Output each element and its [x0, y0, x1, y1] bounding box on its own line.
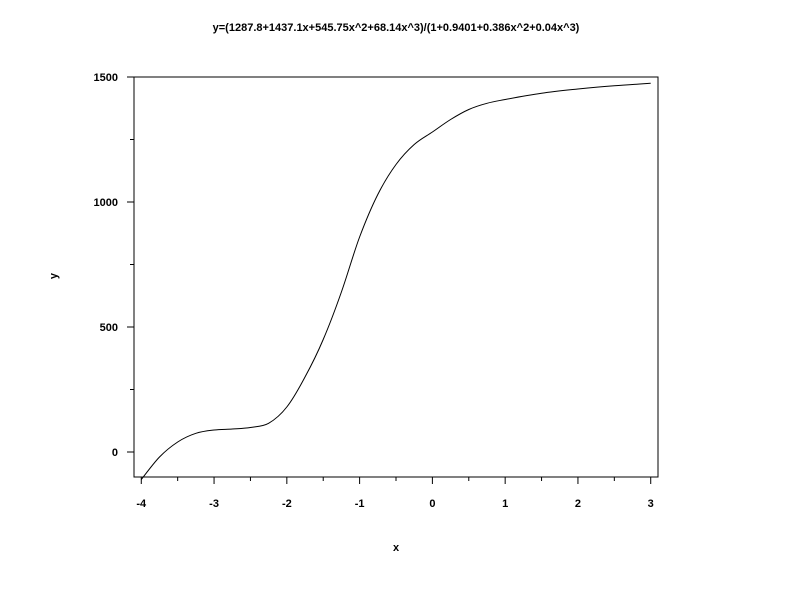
y-tick-label: 0 [112, 447, 118, 459]
x-axis-label: x [392, 542, 400, 554]
chart-title: y=(1287.8+1437.1x+545.75x^2+68.14x^3)/(1… [212, 22, 580, 34]
x-tick-label: 1 [502, 498, 508, 510]
x-tick-label: 3 [648, 498, 654, 510]
x-tick-label: -3 [209, 498, 219, 510]
y-tick-label: 500 [100, 322, 118, 334]
series-line [140, 82, 651, 480]
x-axis-ticks: -4 -3 -2 -1 0 1 2 3 [136, 477, 654, 510]
x-tick-label: -1 [355, 498, 365, 510]
y-tick-label: 1500 [94, 72, 118, 84]
y-axis-ticks: 0 500 1000 1500 [94, 72, 134, 459]
plot-frame [133, 76, 659, 478]
x-tick-label: -2 [282, 498, 292, 510]
x-tick-label: 0 [429, 498, 435, 510]
y-tick-label: 1000 [94, 197, 118, 209]
x-tick-label: -4 [136, 498, 147, 510]
x-tick-label: 2 [575, 498, 581, 510]
